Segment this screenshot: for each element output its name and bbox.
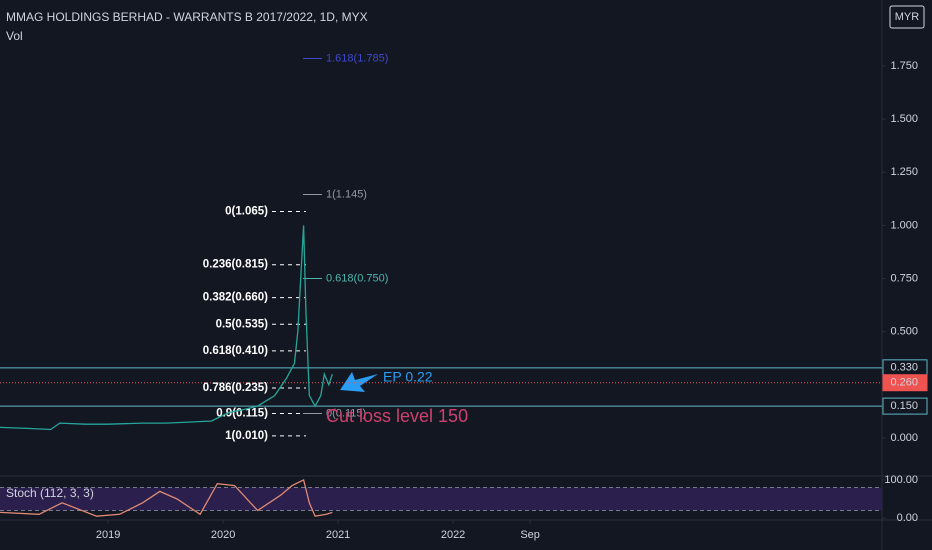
y-tick-label: 1.000 (890, 219, 918, 231)
fib-label: 0.236(0.815) (203, 259, 268, 271)
stoch-line (0, 478, 333, 517)
fib-label: 0(1.065) (225, 206, 268, 218)
y-tick-label: 0.00 (897, 512, 918, 524)
stoch-label: Stoch (112, 3, 3) (6, 486, 94, 500)
annotation: Cut loss level 150 (326, 406, 468, 426)
fib-extension-label: 0.618(0.750) (326, 272, 388, 284)
fib-label: 0.618(0.410) (203, 345, 268, 357)
y-tick-label: 1.500 (890, 113, 918, 125)
fib-label: 1(0.010) (225, 430, 268, 442)
y-tick-label: 100.00 (884, 474, 918, 486)
price-line-series (0, 225, 333, 431)
y-tick-label: 0.500 (890, 326, 918, 338)
x-tick-label: 2022 (441, 529, 465, 541)
x-tick-label: 2019 (96, 529, 120, 541)
fib-extension-label: 0(0.115) (326, 407, 366, 419)
price-tag-label: 0.260 (890, 377, 918, 389)
arrow (340, 372, 378, 392)
price-tag-label: 0.330 (890, 362, 918, 374)
y-tick-label: 0.000 (890, 432, 918, 444)
price-tag (882, 374, 928, 392)
chart-title: MMAG HOLDINGS BERHAD - WARRANTS B 2017/2… (6, 10, 368, 24)
volume-label: Vol (6, 29, 23, 43)
y-tick-label: 1.250 (890, 166, 918, 178)
currency: MYR (895, 11, 920, 23)
fib-extension-label: 1.618(1.785) (326, 52, 388, 64)
x-tick-label: Sep (520, 529, 540, 541)
fib-extension-label: 1(1.145) (326, 188, 367, 200)
currency-box[interactable] (889, 5, 925, 29)
x-tick-label: 2020 (211, 529, 235, 541)
x-tick-label: 2021 (326, 529, 350, 541)
fib-label: 0.786(0.235) (203, 382, 268, 394)
fib-label: 0.9(0.115) (216, 408, 268, 420)
price-tag-label: 0.150 (890, 400, 918, 412)
price-tag (882, 397, 928, 415)
fib-label: 0.382(0.660) (203, 292, 268, 304)
y-tick-label: 1.750 (890, 60, 918, 72)
y-tick-label: 0.750 (890, 272, 918, 284)
annotation: EP 0.22 (383, 369, 433, 385)
fib-label: 0.5(0.535) (216, 318, 269, 330)
stoch-band (0, 487, 882, 511)
